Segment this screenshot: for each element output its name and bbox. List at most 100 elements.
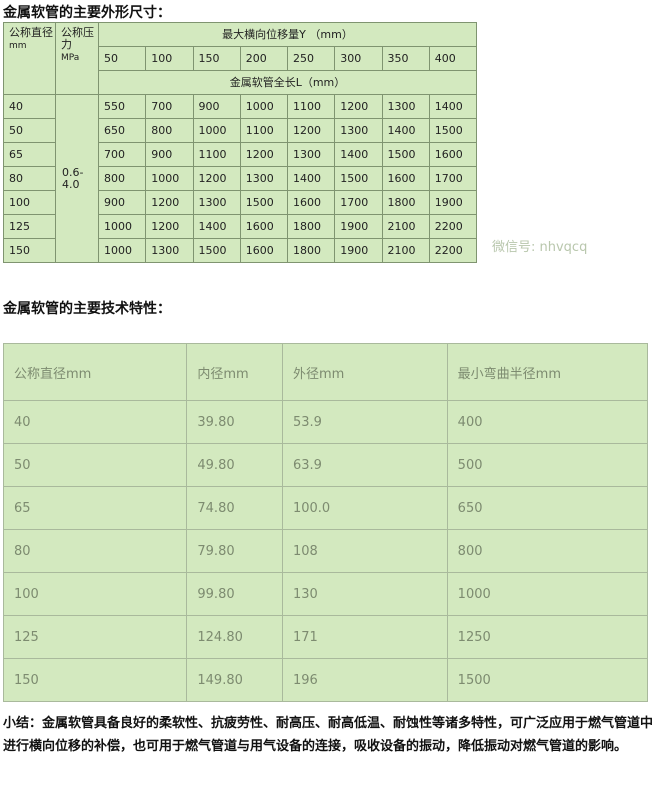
table-cell: 1000 — [145, 166, 194, 191]
table-cell: 1800 — [286, 214, 336, 239]
table-cell: 500 — [446, 443, 649, 487]
header-cell: 外径mm — [281, 343, 448, 401]
table-cell: 2200 — [428, 214, 478, 239]
table-cell: 1500 — [192, 238, 241, 263]
header-cell: 最小弯曲半径mm — [446, 343, 649, 401]
watermark: 微信号: nhvqcq — [492, 240, 588, 255]
table-cell: 108 — [281, 529, 448, 573]
table-cell: 130 — [281, 572, 448, 616]
table-cell: 53.9 — [281, 400, 448, 444]
table-row: 50 650 800 1000 1100 1200 1300 1400 1500 — [3, 118, 478, 143]
table-cell: 400 — [446, 400, 649, 444]
header-dn: 公称直径 mm — [3, 22, 56, 95]
summary-text: 小结：金属软管具备良好的柔软性、抗疲劳性、耐高压、耐高低温、耐蚀性等诸多特性，可… — [3, 716, 654, 754]
y-value: 200 — [239, 46, 289, 71]
table-cell: 40 — [3, 94, 56, 119]
y-value: 400 — [428, 46, 478, 71]
table-cell: 1100 — [192, 142, 241, 167]
table-cell: 1600 — [381, 166, 430, 191]
table-row: 80 79.80 108 800 — [2, 529, 649, 573]
table-cell: 1400 — [286, 166, 336, 191]
table-cell: 1800 — [286, 238, 336, 263]
table-cell: 1100 — [239, 118, 289, 143]
table-cell: 800 — [145, 118, 194, 143]
table-cell: 2100 — [381, 214, 430, 239]
table1-title: 金属软管的主要外形尺寸： — [3, 5, 171, 21]
table-cell: 1100 — [286, 94, 336, 119]
table-cell: 550 — [97, 94, 147, 119]
table-row: 50 49.80 63.9 500 — [2, 443, 649, 487]
table-cell: 650 — [97, 118, 147, 143]
table-row: 80 800 1000 1200 1300 1400 1500 1600 1700 — [3, 166, 478, 191]
table-cell: 99.80 — [186, 572, 283, 616]
table-cell: 800 — [446, 529, 649, 573]
table-cell: 39.80 — [186, 400, 283, 444]
header-dn-unit: mm — [9, 41, 27, 51]
table-cell: 80 — [2, 529, 188, 573]
table-cell: 65 — [3, 142, 56, 167]
table-cell: 1300 — [192, 190, 241, 215]
table-cell: 1400 — [428, 94, 478, 119]
table-cell: 50 — [3, 118, 56, 143]
table-cell: 125 — [3, 214, 56, 239]
table-cell: 1000 — [239, 94, 289, 119]
y-value: 150 — [192, 46, 241, 71]
table-cell: 80 — [3, 166, 56, 191]
table-cell: 100 — [3, 190, 56, 215]
table2-title: 金属软管的主要技术特性： — [3, 301, 171, 317]
table-cell: 1200 — [286, 118, 336, 143]
table-cell: 700 — [97, 142, 147, 167]
table-cell: 1000 — [446, 572, 649, 616]
table-row: 65 700 900 1100 1200 1300 1400 1500 1600 — [3, 142, 478, 167]
table-cell: 1400 — [334, 142, 383, 167]
table-cell: 1500 — [446, 658, 649, 702]
dimensions-table: 公称直径 mm 公称压力 MPa 最大横向位移量Y （mm） 50 100 150 200 250… — [3, 22, 478, 263]
table-row: 100 99.80 130 1000 — [2, 572, 649, 616]
table-row: 150 149.80 196 1500 — [2, 658, 649, 702]
table-cell: 1200 — [192, 166, 241, 191]
table-cell: 74.80 — [186, 486, 283, 530]
tech-specs-table: 公称直径mm 内径mm 外径mm 最小弯曲半径mm 40 39.80 53.9 400 50 49… — [2, 343, 649, 702]
table-cell: 1200 — [239, 142, 289, 167]
header-dn-label: 公称直径 — [9, 26, 53, 39]
table-cell: 50 — [2, 443, 188, 487]
table-cell: 1200 — [145, 214, 194, 239]
table-cell: 1500 — [428, 118, 478, 143]
header-y: 最大横向位移量Y （mm） — [98, 22, 477, 47]
y-value: 350 — [381, 46, 430, 71]
table-row: 40 0.6-4.0 550 700 900 1000 1100 1200 1300 1400 — [3, 94, 478, 263]
table-cell: 100.0 — [281, 486, 448, 530]
table-cell: 1300 — [381, 94, 430, 119]
table-cell: 1000 — [97, 238, 147, 263]
table-cell: 1600 — [239, 238, 289, 263]
table-cell: 40 — [2, 400, 188, 444]
table-cell: 1200 — [334, 94, 383, 119]
header-pn: 公称压力 MPa — [55, 22, 99, 95]
table-cell: 1900 — [334, 238, 383, 263]
table-cell: 900 — [145, 142, 194, 167]
y-value: 250 — [286, 46, 336, 71]
table-row: 150 1000 1300 1500 1600 1800 1900 2100 2200 — [3, 238, 478, 263]
header-row: 公称直径mm 内径mm 外径mm 最小弯曲半径mm — [2, 343, 649, 401]
table-cell: 1000 — [97, 214, 147, 239]
table-cell: 900 — [97, 190, 147, 215]
table-cell: 79.80 — [186, 529, 283, 573]
table-cell: 1250 — [446, 615, 649, 659]
table-cell: 1900 — [428, 190, 478, 215]
table-cell: 150 — [3, 238, 56, 263]
table-cell: 100 — [2, 572, 188, 616]
table-row: 125 1000 1200 1400 1600 1800 1900 2100 2200 — [3, 214, 478, 239]
header-cell: 内径mm — [186, 343, 283, 401]
table-cell: 63.9 — [281, 443, 448, 487]
table-cell: 650 — [446, 486, 649, 530]
table-cell: 1600 — [239, 214, 289, 239]
table-cell: 800 — [97, 166, 147, 191]
table-cell: 49.80 — [186, 443, 283, 487]
header-row: 公称直径 mm 公称压力 MPa 最大横向位移量Y （mm） — [3, 22, 477, 95]
header-pn-label: 公称压力 — [61, 26, 94, 51]
table-cell: 1000 — [192, 118, 241, 143]
table-cell: 1600 — [428, 142, 478, 167]
table-cell: 125 — [2, 615, 188, 659]
table-cell: 1500 — [381, 142, 430, 167]
header-cell: 公称直径mm — [2, 343, 188, 401]
